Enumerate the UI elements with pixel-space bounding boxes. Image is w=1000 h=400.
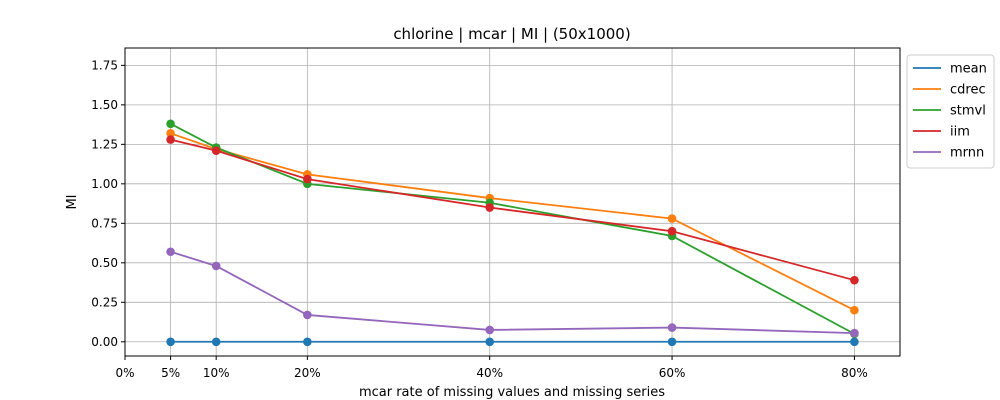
legend-label-mean: mean (950, 62, 987, 77)
data-point-iim (166, 135, 175, 144)
x-tick-label: 0% (115, 366, 134, 380)
series-line-iim (170, 138, 855, 282)
data-point-mrnn (667, 323, 677, 332)
series-line-mrnn (170, 250, 855, 334)
legend-label-cdrec: cdrec (950, 83, 986, 98)
data-point-mean (166, 337, 175, 347)
legend-label-mrnn: mrnn (950, 146, 984, 161)
x-tick-label: 40% (476, 366, 503, 380)
legend-box (906, 54, 995, 169)
data-point-iim (211, 146, 221, 155)
y-axis-label: MI (65, 194, 80, 209)
data-point-cdrec (850, 305, 859, 315)
grid-layer (124, 48, 900, 356)
y-tick-label: 1.75 (91, 58, 118, 72)
data-point-iim (667, 226, 677, 236)
legend-label-stmvl: stmvl (950, 104, 986, 119)
y-tick-label: 1.50 (91, 98, 118, 112)
data-point-cdrec (667, 214, 677, 223)
data-point-stmvl (166, 119, 175, 129)
series-layer (166, 119, 859, 347)
data-point-mrnn (850, 328, 859, 338)
data-point-mrnn (485, 325, 495, 335)
data-point-mean (485, 337, 495, 347)
x-tick-label: 5% (161, 366, 180, 380)
y-tick-label: 1.00 (91, 177, 118, 191)
data-point-mean (850, 337, 859, 347)
data-point-mrnn (166, 247, 175, 257)
series-line-cdrec (170, 132, 855, 311)
x-tick-label: 60% (659, 366, 686, 380)
data-point-mean (303, 337, 312, 347)
data-point-iim (850, 275, 859, 285)
plot-frame (124, 47, 901, 357)
data-point-mean (667, 337, 677, 347)
data-point-iim (485, 203, 495, 212)
data-point-mrnn (303, 310, 312, 320)
x-tick-label: 80% (841, 366, 868, 380)
chart-title: chlorine | mcar | MI | (50x1000) (393, 25, 630, 43)
x-tick-label: 20% (294, 366, 321, 380)
y-tick-label: 0.75 (91, 216, 118, 230)
y-tick-label: 0.50 (91, 256, 118, 270)
y-tick-label: 1.25 (91, 137, 118, 151)
legend: mean cdrec stmvl iim mrnn (906, 54, 995, 169)
data-point-mrnn (211, 261, 221, 271)
data-point-mean (211, 337, 221, 347)
x-axis-label: mcar rate of missing values and missing … (359, 385, 665, 400)
y-tick-label: 0.25 (91, 295, 118, 309)
data-point-iim (303, 174, 312, 184)
x-tick-label: 10% (203, 366, 230, 380)
axes-layer: 0% 5% 10% 20% 40% 60% 80% 0.00 0.25 0.50 0.75 1.00 1… (91, 47, 901, 380)
legend-label-iim: iim (950, 125, 970, 140)
data-point-cdrec (166, 128, 175, 138)
y-tick-label: 0.00 (91, 335, 118, 349)
